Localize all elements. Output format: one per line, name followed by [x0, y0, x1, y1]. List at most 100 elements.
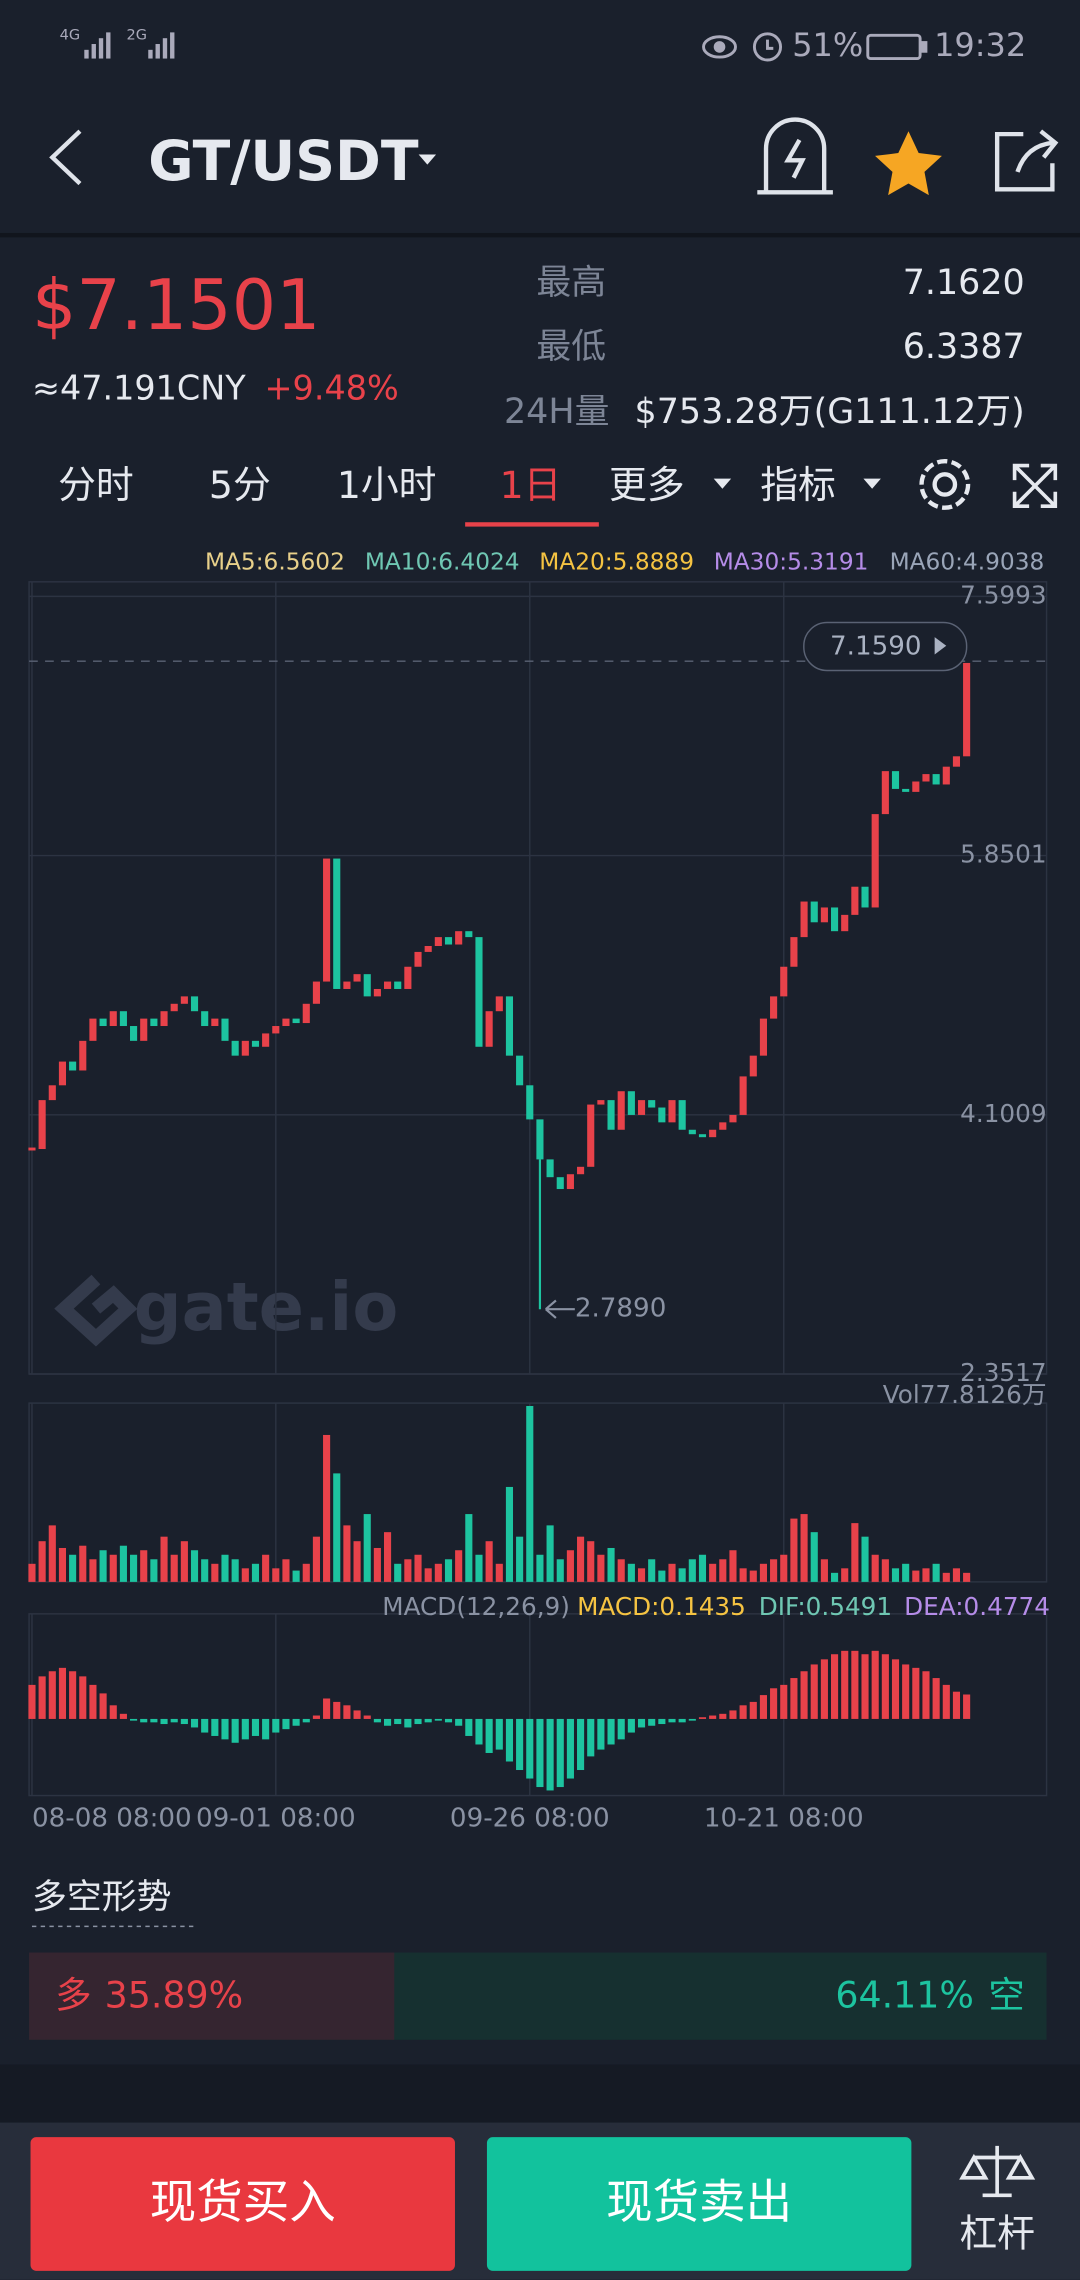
volume-bar [526, 1406, 534, 1582]
share-button[interactable] [994, 129, 1059, 192]
sentiment-bar: 多 35.89% 空 64.11% [29, 1952, 1047, 2040]
candle [170, 1003, 178, 1012]
buy-label[interactable]: 现货买入 [150, 2175, 336, 2229]
macd-legend: MACD:0.1435 [577, 1592, 746, 1621]
candle [577, 1166, 585, 1175]
macd-bar [658, 1718, 666, 1725]
macd-bar [526, 1718, 534, 1779]
macd-bar [963, 1694, 971, 1719]
macd-bar [861, 1654, 869, 1719]
macd-bar [627, 1718, 635, 1733]
candle [871, 814, 879, 908]
pair-dropdown[interactable] [418, 154, 437, 165]
candle [475, 937, 483, 1047]
candle [790, 937, 798, 967]
low-label: 最低 [536, 327, 606, 367]
fullscreen-button[interactable] [1012, 463, 1058, 509]
macd-bar [841, 1650, 849, 1719]
tab[interactable]: 指标 [760, 463, 836, 507]
buy-button[interactable] [30, 2137, 455, 2271]
alert-button[interactable] [757, 117, 833, 195]
ma-legend: MA10:6.4024 [365, 548, 520, 575]
volume-bar [475, 1554, 483, 1582]
volume-bar [312, 1536, 320, 1582]
volume-bar [637, 1568, 646, 1582]
spacer [0, 2064, 1080, 2123]
watermark-logo [54, 1274, 138, 1347]
candle [749, 1055, 757, 1077]
volume-bar [759, 1563, 767, 1582]
candle [841, 914, 849, 932]
tab[interactable]: 5分 [209, 463, 271, 507]
volume-bar [262, 1554, 270, 1582]
candle [99, 1018, 107, 1027]
macd-bar [170, 1718, 178, 1723]
favorite-button[interactable] [875, 131, 942, 196]
candle [759, 1018, 767, 1056]
tab[interactable]: 分时 [58, 463, 134, 507]
candle [820, 907, 828, 923]
macd-bar [99, 1693, 107, 1719]
macd-bar [302, 1718, 310, 1723]
x-tick-label: 10-21 08:00 [704, 1803, 864, 1833]
volume-bar [729, 1550, 737, 1582]
clock: 19:32 [934, 26, 1026, 64]
candle [729, 1114, 737, 1123]
volume-bar [363, 1514, 371, 1582]
volume-bar [658, 1570, 666, 1582]
volume-bar [109, 1554, 117, 1582]
volume-bar [952, 1568, 961, 1582]
candle [637, 1100, 646, 1115]
macd-bar [394, 1718, 402, 1725]
tabs: 分时 5分 1小时 1日 更多 指标 [58, 463, 836, 527]
back-button[interactable] [49, 129, 82, 186]
lever-icon[interactable] [959, 2145, 1036, 2198]
tab[interactable]: 1日 [500, 463, 562, 507]
macd-bar [739, 1705, 747, 1719]
candle [800, 901, 808, 938]
macd-bar [343, 1705, 351, 1719]
candle [58, 1061, 67, 1086]
candle [658, 1107, 666, 1123]
pair-title[interactable]: GT/USDT [148, 130, 419, 194]
price-tag-label: 7.1590 [830, 632, 922, 662]
candle [810, 901, 818, 923]
battery-level: 51% [792, 26, 863, 64]
macd-bar [312, 1715, 320, 1719]
sell-label[interactable]: 现货卖出 [606, 2175, 792, 2229]
candle [373, 988, 381, 997]
macd-bar [150, 1718, 158, 1723]
macd-bar [617, 1718, 625, 1740]
settings-button[interactable] [919, 459, 971, 510]
tab[interactable]: 更多 [609, 463, 685, 507]
macd-bar [698, 1717, 707, 1719]
macd-bar [333, 1701, 341, 1719]
macd-bar [292, 1718, 300, 1726]
sell-button[interactable] [486, 2137, 912, 2271]
lever-label[interactable]: 杠杆 [959, 2211, 1035, 2255]
candle [262, 1033, 270, 1047]
candle [343, 981, 351, 989]
macd-bar [485, 1718, 493, 1753]
candle [150, 1018, 158, 1027]
volume-bar [800, 1514, 808, 1582]
macd-bar [932, 1678, 940, 1719]
volume-bar [617, 1559, 625, 1582]
candle [922, 774, 930, 782]
volume-bar [587, 1541, 595, 1582]
candle [627, 1091, 635, 1115]
macd-bar [353, 1710, 361, 1719]
volume-bar [119, 1545, 127, 1582]
candle [89, 1018, 97, 1041]
tab[interactable]: 1小时 [337, 463, 437, 507]
volume-bar [272, 1568, 280, 1582]
short-value: 64.11% [835, 1974, 974, 2017]
volume-bar [353, 1541, 361, 1582]
candle [69, 1061, 77, 1071]
volume-bar [343, 1525, 351, 1582]
candle [678, 1100, 686, 1130]
volume-bar [404, 1559, 412, 1582]
candle [648, 1100, 656, 1108]
macd-bar [678, 1718, 686, 1723]
ma-legend: MA60:4.9038 [890, 548, 1045, 575]
